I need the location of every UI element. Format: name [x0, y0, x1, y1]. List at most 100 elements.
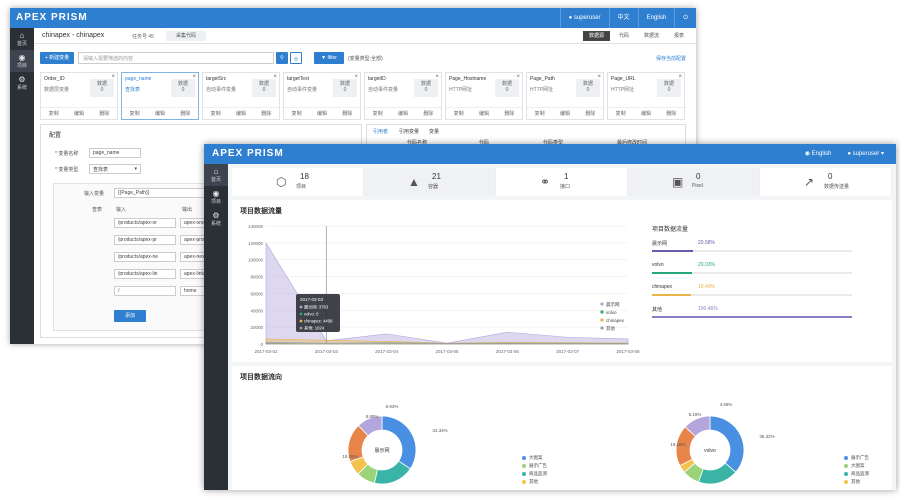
edit-action[interactable]: 编辑 [478, 111, 489, 117]
legend-percent: 100.46% [698, 306, 718, 312]
y-tick-label: 0 [260, 342, 263, 347]
tooltip-box [296, 294, 340, 332]
edit-action[interactable]: 编辑 [640, 111, 651, 117]
back-nav-project[interactable]: ◉ 项目 [10, 50, 34, 72]
var-type-select[interactable]: 查找表 ▾ [89, 164, 141, 174]
lookup-input-field[interactable]: /products/apex-or [114, 218, 176, 228]
delete-action[interactable]: 删除 [423, 111, 434, 117]
ref-tab-var[interactable]: 变量 [429, 129, 440, 135]
front-user-menu[interactable]: ● superuser ▾ [839, 144, 892, 164]
edit-action[interactable]: 编辑 [154, 111, 165, 117]
copy-action[interactable]: 复制 [210, 111, 221, 117]
close-icon[interactable]: × [354, 74, 358, 80]
close-icon[interactable]: × [435, 74, 439, 80]
chevron-down-icon: ▾ [880, 151, 884, 157]
copy-action[interactable]: 复制 [372, 111, 383, 117]
save-config-link[interactable]: 保存当前配置 [655, 56, 686, 62]
variable-card[interactable]: Page_Path HTTP网址 × 数据 0 复制 编辑 删除 [526, 72, 604, 120]
edit-action[interactable]: 编辑 [397, 111, 408, 117]
front-nav-system[interactable]: ⚙ 系统 [204, 208, 228, 230]
lookup-input-field[interactable]: /products/apex-lin [114, 269, 176, 279]
edit-action[interactable]: 编辑 [559, 111, 570, 117]
front-lang-switch[interactable]: ◉ English [797, 144, 840, 164]
stat-transfer[interactable]: ↗ 0 数据传送量 [760, 168, 892, 196]
variable-count-box: 数据 0 [414, 79, 438, 97]
donut-percent-label: 3.69% [720, 402, 733, 407]
delete-action[interactable]: 删除 [342, 111, 353, 117]
variable-card[interactable]: targetSrc 自动事件变量 × 数据 0 复制 编辑 删除 [202, 72, 280, 120]
target-icon[interactable]: ◎ [290, 52, 302, 64]
close-icon[interactable]: × [111, 74, 115, 80]
edit-action[interactable]: 编辑 [73, 111, 84, 117]
edit-action[interactable]: 编辑 [235, 111, 246, 117]
stat-pixel[interactable]: ▣ 0 Pixel [628, 168, 760, 196]
close-icon[interactable]: × [678, 74, 682, 80]
stat-containers[interactable]: ▲ 21 容器 [364, 168, 496, 196]
legend-row: 其他 100.46% [652, 304, 882, 326]
back-lang-en[interactable]: English [637, 8, 675, 28]
back-nav-system[interactable]: ⚙ 系统 [10, 72, 34, 94]
variable-card[interactable]: page_name 查找表 × 数据 0 复制 编辑 删除 [121, 72, 199, 120]
lookup-input-field[interactable]: /products/apex-pr [114, 235, 176, 245]
variable-type: HTTP网址 [611, 87, 635, 93]
variable-card[interactable]: targetID 自动事件变量 × 数据 0 复制 编辑 删除 [364, 72, 442, 120]
legend-row: volvo 20.03% [652, 260, 882, 282]
delete-action[interactable]: 删除 [99, 111, 110, 117]
variable-card[interactable]: Page_URL HTTP网址 × 数据 0 复制 编辑 删除 [607, 72, 685, 120]
ref-tab-referrers[interactable]: 引用者 [373, 129, 389, 135]
back-user-menu[interactable]: ● superuser [559, 8, 609, 28]
close-icon[interactable]: × [597, 74, 601, 80]
copy-action[interactable]: 复制 [615, 111, 626, 117]
delete-action[interactable]: 删除 [585, 111, 596, 117]
tooltip-dot [299, 312, 303, 316]
power-icon[interactable]: ⏻ [674, 8, 696, 28]
flow-legend-list: 项目数据流量 晨示网 20.58% volvo 20.03% chinapex 19.49… [652, 224, 882, 326]
copy-action[interactable]: 复制 [48, 111, 59, 117]
front-nav-home[interactable]: ⌂ 首页 [204, 164, 228, 186]
search-input[interactable]: 请输入需要筛选的内容 [78, 52, 274, 64]
count-value: 0 [667, 87, 671, 93]
copy-action[interactable]: 复制 [291, 111, 302, 117]
rtab-dataflow[interactable]: 数据流 [643, 33, 659, 39]
rtab-code[interactable]: 代码 [618, 33, 629, 39]
close-icon[interactable]: × [192, 74, 196, 80]
copy-action[interactable]: 复制 [129, 111, 140, 117]
copy-action[interactable]: 复制 [453, 111, 464, 117]
project-icon: ◉ [18, 53, 26, 62]
chart-legend-label: 其他 [606, 325, 615, 332]
close-icon[interactable]: × [273, 74, 277, 80]
lookup-input-field[interactable]: /products/apex-ne [114, 252, 176, 262]
stat-interfaces[interactable]: ⚭ 1 接口 [496, 168, 628, 196]
close-icon[interactable]: × [516, 74, 520, 80]
subtab-code[interactable]: 采集代码 [166, 31, 206, 41]
ref-tab-variables[interactable]: 引用变量 [399, 129, 420, 135]
copy-action[interactable]: 复制 [534, 111, 545, 117]
filter-button[interactable]: ▼ filter [314, 52, 344, 64]
var-name-input[interactable]: page_name [89, 148, 141, 158]
add-variable-button[interactable]: + 新建变量 [40, 52, 74, 64]
count-value: 0 [343, 87, 347, 93]
add-row-button[interactable]: 添加 [114, 310, 146, 322]
search-icon[interactable]: ⚲ [276, 52, 288, 64]
count-value: 0 [505, 87, 509, 93]
back-lang-zh[interactable]: 中文 [608, 8, 638, 28]
delete-action[interactable]: 删除 [261, 111, 272, 117]
back-nav-home[interactable]: ⌂ 首页 [10, 28, 34, 50]
variable-card[interactable]: Page_Hostname HTTP网址 × 数据 0 复制 编辑 删除 [445, 72, 523, 120]
rtab-datasource[interactable]: 数据源 [582, 31, 610, 41]
delete-action[interactable]: 删除 [504, 111, 515, 117]
back-user-name: superuser [573, 15, 601, 21]
delete-action[interactable]: 删除 [666, 111, 677, 117]
front-logo: APEX PRISM [212, 148, 284, 159]
edit-action[interactable]: 编辑 [316, 111, 327, 117]
rtab-report[interactable]: 报表 [673, 33, 684, 39]
delete-action[interactable]: 删除 [180, 111, 191, 117]
stat-projects[interactable]: ⬡ 18 项目 [232, 168, 364, 196]
front-nav-project[interactable]: ◉ 项目 [204, 186, 228, 208]
card-actions: 复制 编辑 删除 [527, 107, 603, 119]
variable-cards: Order_ID 数据层变量 × 数据 0 复制 编辑 删除 page_name 查找表 × 数据 0 复… [40, 72, 686, 122]
legend-entry: 商品监测 [522, 470, 547, 478]
variable-card[interactable]: targetText 自动事件变量 × 数据 0 复制 编辑 删除 [283, 72, 361, 120]
variable-card[interactable]: Order_ID 数据层变量 × 数据 0 复制 编辑 删除 [40, 72, 118, 120]
lookup-input-field[interactable]: / [114, 286, 176, 296]
